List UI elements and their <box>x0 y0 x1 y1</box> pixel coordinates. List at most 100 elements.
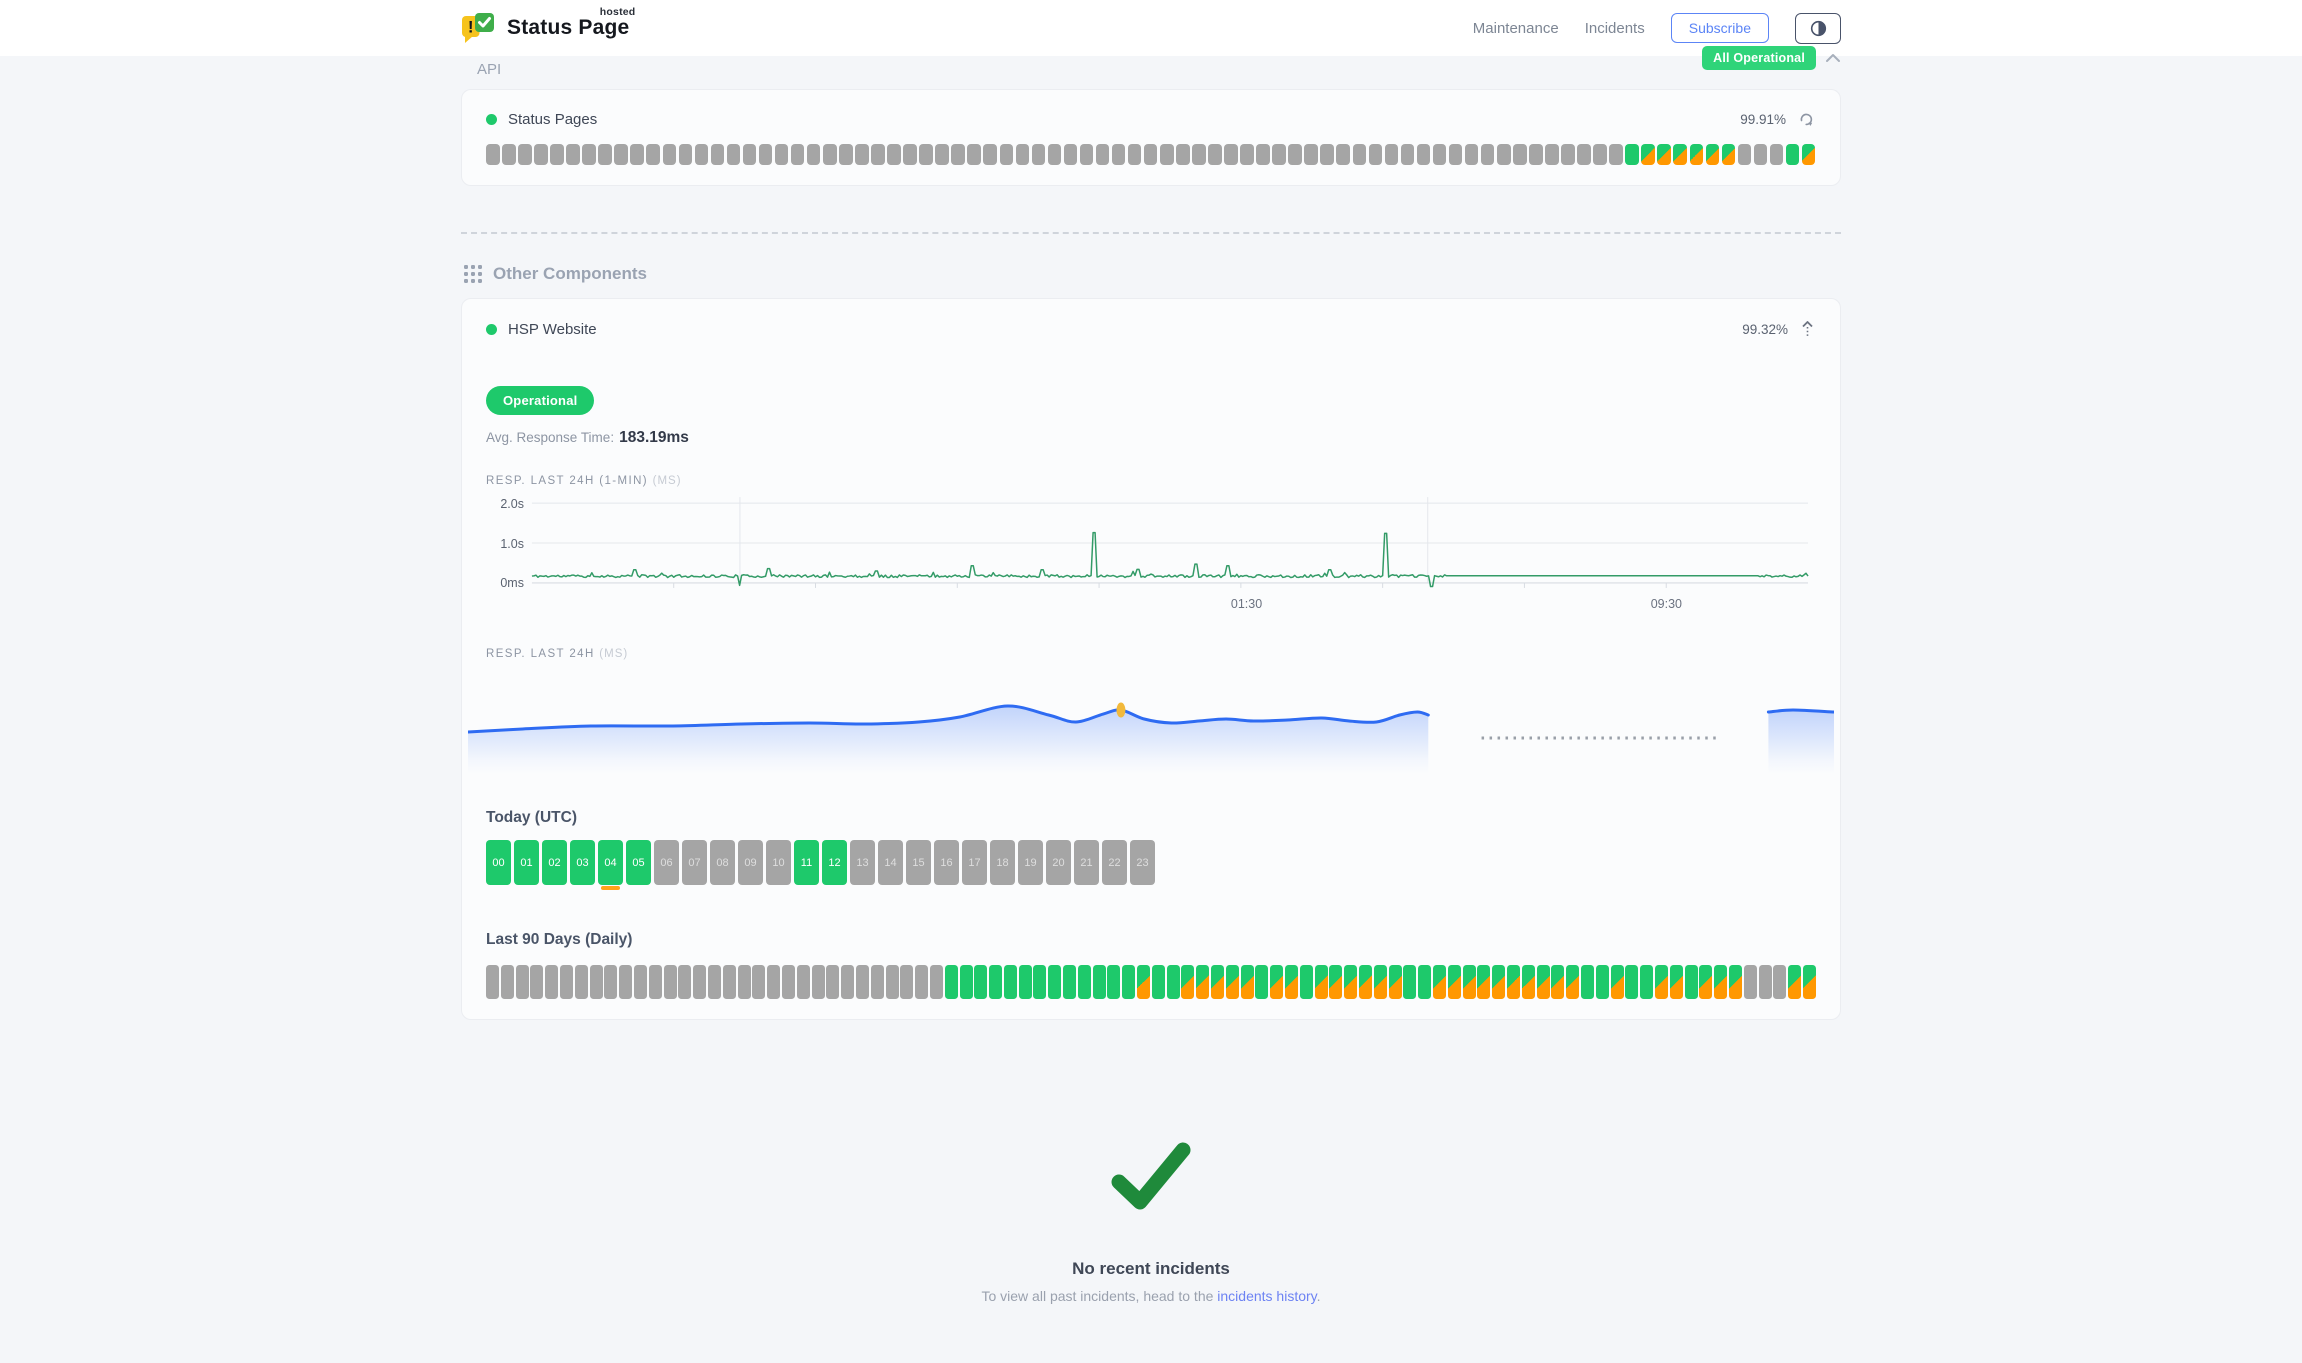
uptime-bar[interactable] <box>806 144 821 165</box>
uptime-bar[interactable] <box>767 965 781 999</box>
uptime-bar[interactable] <box>900 965 914 999</box>
uptime-bar[interactable] <box>1256 144 1270 165</box>
uptime-bar[interactable] <box>1388 965 1402 999</box>
uptime-bar[interactable] <box>1400 144 1415 165</box>
uptime-bar[interactable] <box>774 144 789 165</box>
uptime-bar[interactable] <box>1031 144 1046 165</box>
uptime-bar[interactable] <box>1063 144 1078 165</box>
uptime-bar[interactable] <box>841 965 855 999</box>
uptime-bar[interactable] <box>1758 965 1772 999</box>
uptime-bar[interactable] <box>1015 144 1030 165</box>
uptime-bar[interactable] <box>1513 144 1527 165</box>
uptime-bar[interactable] <box>1714 965 1728 999</box>
hour-block[interactable]: 15 <box>906 840 931 885</box>
uptime-bar[interactable] <box>1788 965 1802 999</box>
uptime-bar[interactable] <box>1521 965 1535 999</box>
uptime-bar[interactable] <box>694 144 709 165</box>
uptime-bar[interactable] <box>935 144 949 165</box>
collapse-button[interactable] <box>1799 319 1816 340</box>
hour-block[interactable]: 14 <box>878 840 903 885</box>
uptime-bar[interactable] <box>822 144 837 165</box>
uptime-bar[interactable] <box>1384 144 1399 165</box>
uptime-bar[interactable] <box>1657 144 1671 165</box>
uptime-bar[interactable] <box>1176 144 1190 165</box>
overall-status-badge[interactable]: All Operational <box>1702 46 1816 70</box>
uptime-bar[interactable] <box>887 144 901 165</box>
hour-block[interactable]: 02 <box>542 840 567 885</box>
hour-block[interactable]: 20 <box>1046 840 1071 885</box>
uptime-bar[interactable] <box>1107 965 1121 999</box>
uptime-bar[interactable] <box>1433 965 1446 999</box>
uptime-bar[interactable] <box>1352 144 1367 165</box>
uptime-bar[interactable] <box>959 965 973 999</box>
uptime-bar[interactable] <box>604 965 618 999</box>
uptime-bar[interactable] <box>839 144 853 165</box>
hour-block[interactable]: 23 <box>1130 840 1155 885</box>
hour-block[interactable]: 00 <box>486 840 511 885</box>
uptime-bar[interactable] <box>1304 144 1318 165</box>
uptime-bar[interactable] <box>1255 965 1269 999</box>
uptime-bar[interactable] <box>796 965 810 999</box>
uptime-bar[interactable] <box>1418 965 1432 999</box>
uptime-bar[interactable] <box>1536 965 1550 999</box>
uptime-bar[interactable] <box>1464 144 1479 165</box>
uptime-bar[interactable] <box>1640 965 1654 999</box>
uptime-bar[interactable] <box>1137 965 1151 999</box>
uptime-bar[interactable] <box>1595 965 1609 999</box>
refresh-button[interactable] <box>1797 110 1816 129</box>
uptime-bar[interactable] <box>758 144 773 165</box>
uptime-bar[interactable] <box>1314 965 1328 999</box>
uptime-bar[interactable] <box>1480 144 1495 165</box>
hour-block[interactable]: 06 <box>654 840 679 885</box>
uptime-bar[interactable] <box>619 965 633 999</box>
uptime-bar[interactable] <box>1625 965 1639 999</box>
uptime-bar[interactable] <box>1753 144 1768 165</box>
uptime-bar[interactable] <box>1432 144 1447 165</box>
uptime-bar[interactable] <box>1159 144 1174 165</box>
uptime-bar[interactable] <box>1492 965 1506 999</box>
hour-block[interactable]: 22 <box>1102 840 1127 885</box>
uptime-bar[interactable] <box>550 144 564 165</box>
uptime-bar[interactable] <box>1181 965 1195 999</box>
uptime-bar[interactable] <box>1225 965 1239 999</box>
uptime-bar[interactable] <box>1224 144 1238 165</box>
uptime-bar[interactable] <box>1462 965 1476 999</box>
hour-block[interactable]: 16 <box>934 840 959 885</box>
uptime-bar[interactable] <box>1063 965 1077 999</box>
uptime-bar[interactable] <box>1705 144 1720 165</box>
uptime-bar[interactable] <box>1336 144 1351 165</box>
hour-block[interactable]: 18 <box>990 840 1015 885</box>
uptime-bar[interactable] <box>1699 965 1713 999</box>
chevron-up-icon[interactable] <box>1825 53 1841 63</box>
nav-incidents[interactable]: Incidents <box>1584 19 1645 37</box>
uptime-bar[interactable] <box>630 144 644 165</box>
uptime-bar[interactable] <box>999 144 1014 165</box>
hour-block[interactable]: 12 <box>822 840 847 885</box>
uptime-bar[interactable] <box>1288 144 1302 165</box>
uptime-bar[interactable] <box>1773 965 1787 999</box>
hour-block[interactable]: 10 <box>766 840 791 885</box>
hour-block[interactable]: 09 <box>738 840 763 885</box>
uptime-bar[interactable] <box>1151 965 1165 999</box>
uptime-bar[interactable] <box>871 144 885 165</box>
uptime-bar[interactable] <box>737 965 751 999</box>
uptime-bar[interactable] <box>1095 144 1110 165</box>
uptime-bar[interactable] <box>1320 144 1334 165</box>
uptime-bar[interactable] <box>855 965 869 999</box>
hour-block[interactable]: 13 <box>850 840 875 885</box>
uptime-bar[interactable] <box>710 144 725 165</box>
uptime-bar[interactable] <box>648 965 662 999</box>
uptime-bar[interactable] <box>707 965 721 999</box>
uptime-bar[interactable] <box>559 965 573 999</box>
uptime-bar[interactable] <box>598 144 612 165</box>
uptime-bar[interactable] <box>1609 144 1623 165</box>
uptime-bar[interactable] <box>1561 144 1575 165</box>
uptime-bar[interactable] <box>662 144 677 165</box>
uptime-bar[interactable] <box>870 965 884 999</box>
uptime-bar[interactable] <box>1272 144 1286 165</box>
hour-block[interactable]: 19 <box>1018 840 1043 885</box>
uptime-bar[interactable] <box>1785 144 1800 165</box>
nav-maintenance[interactable]: Maintenance <box>1472 19 1559 37</box>
uptime-bar[interactable] <box>752 965 766 999</box>
uptime-bar[interactable] <box>1077 965 1091 999</box>
